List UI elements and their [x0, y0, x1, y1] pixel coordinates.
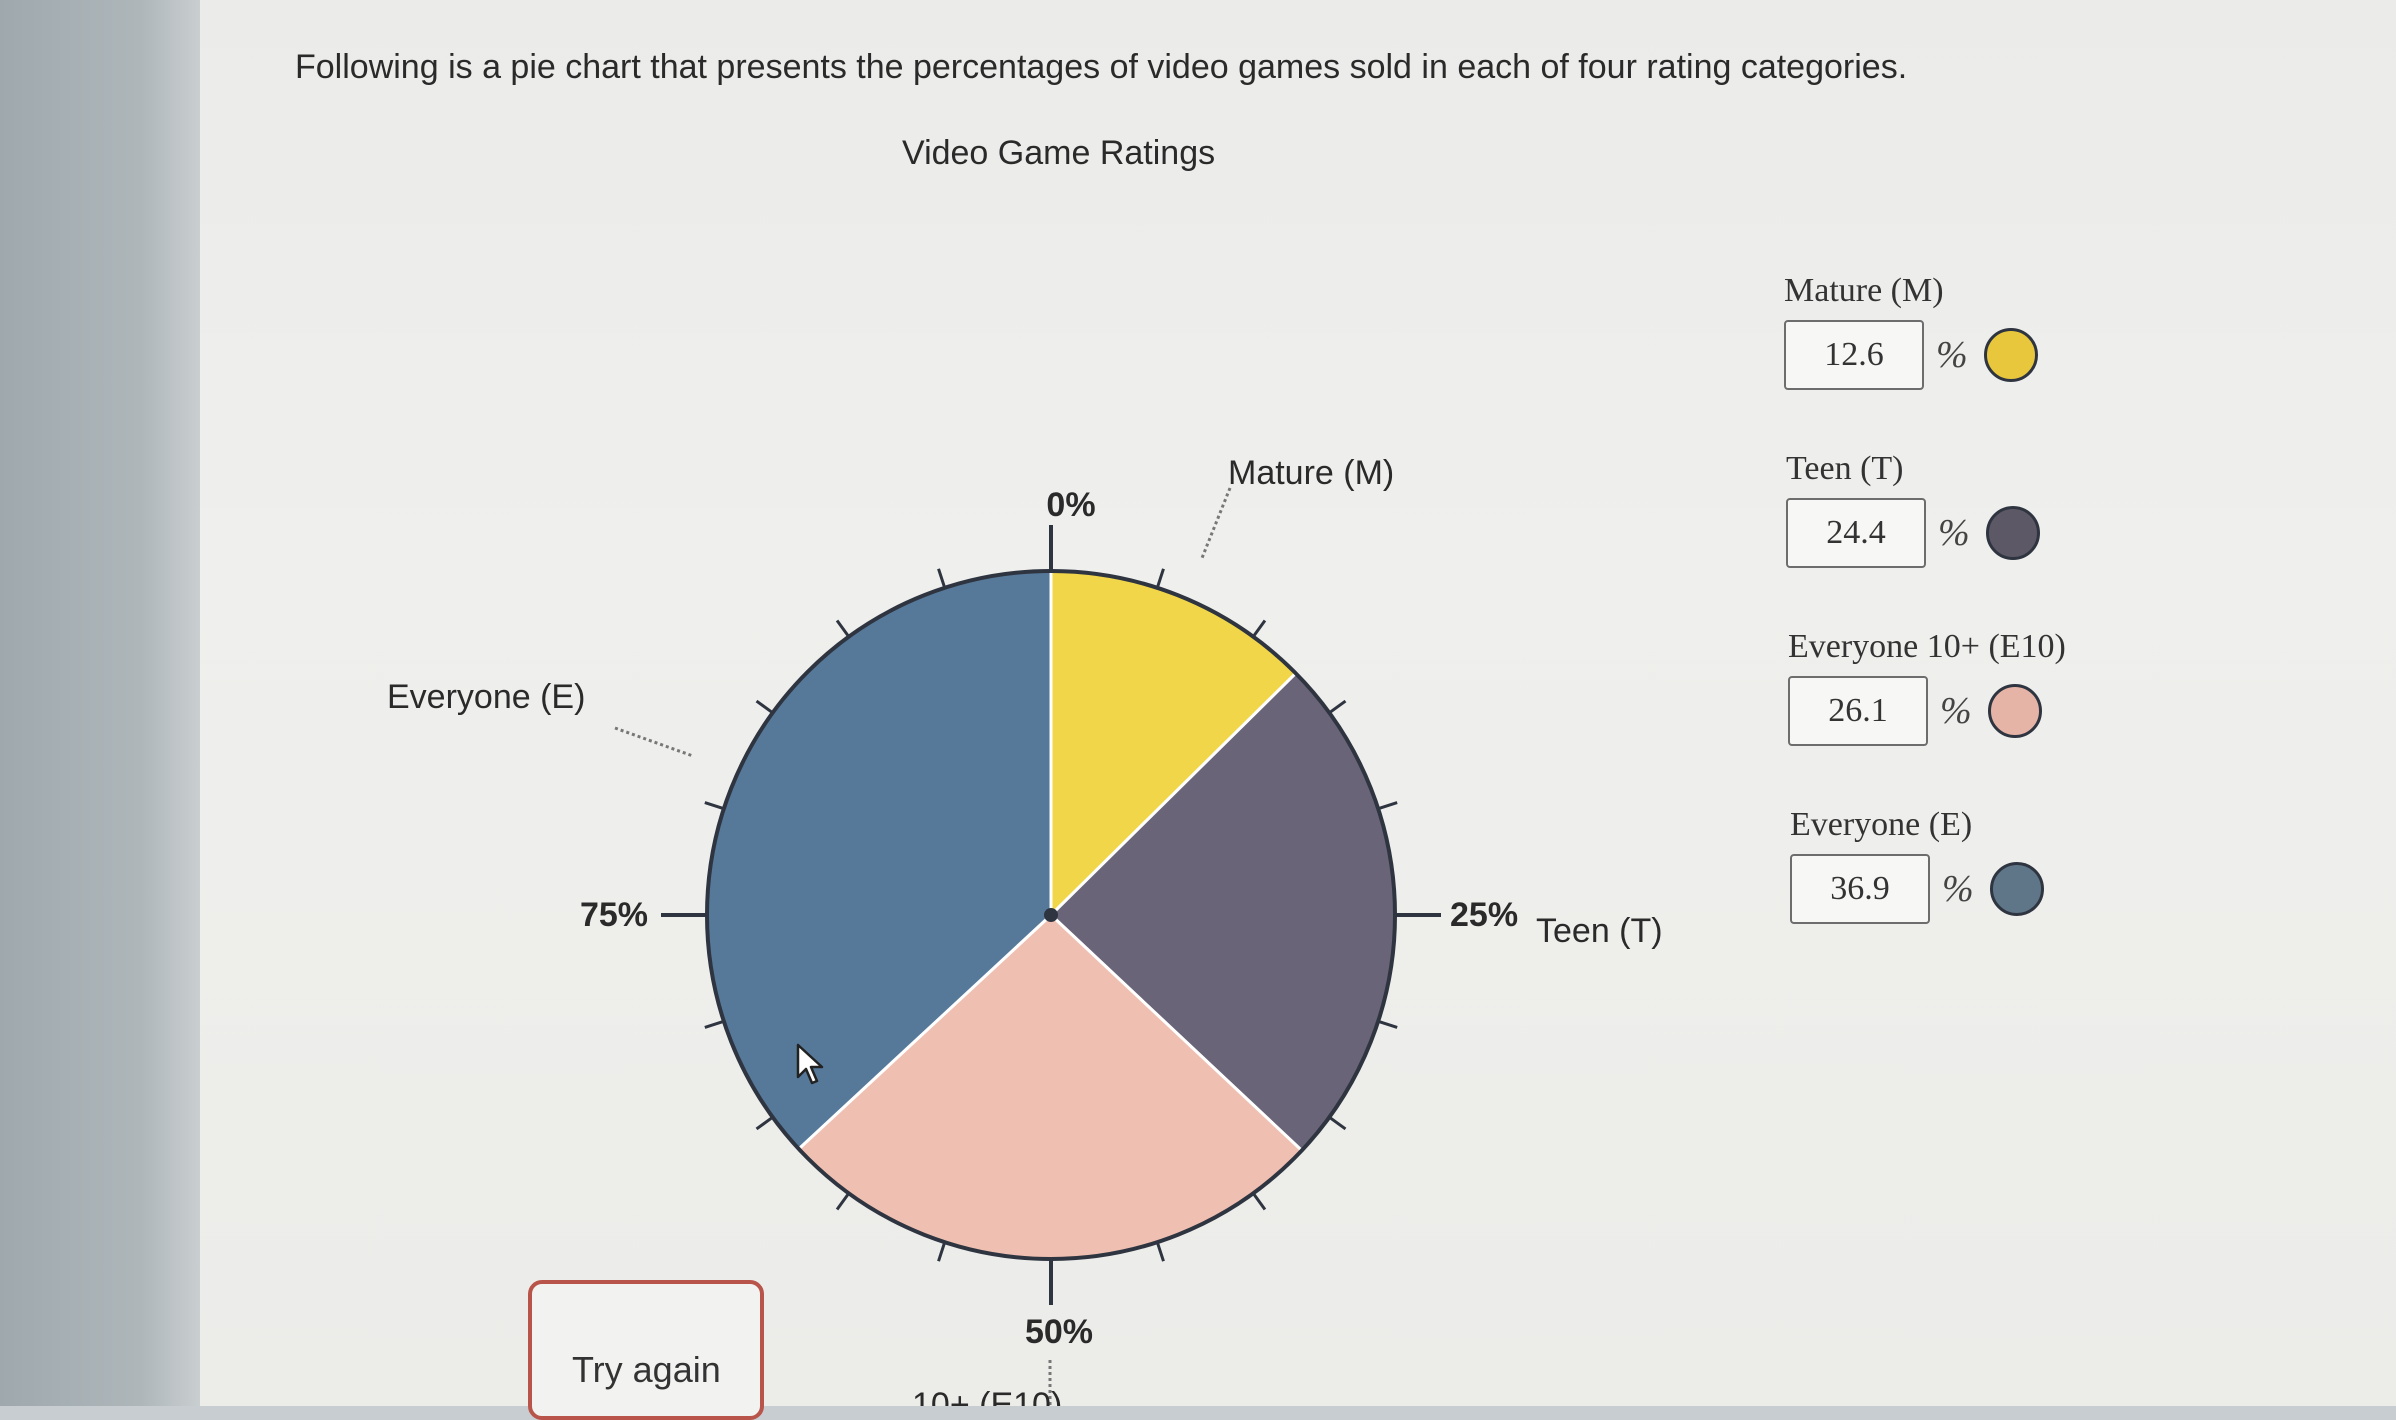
tick-mark — [1328, 699, 1347, 715]
tick-mark — [1251, 619, 1267, 638]
percent-sign: % — [1940, 690, 1972, 732]
tick-mark — [1155, 568, 1165, 589]
pie-label-e10: 10+ (E10) — [912, 1386, 1062, 1406]
legend-label-e10: Everyone 10+ (E10) — [1788, 628, 2066, 665]
question-text: Following is a pie chart that presents t… — [295, 48, 1908, 86]
everyone-color-swatch[interactable] — [1990, 862, 2044, 916]
percent-sign: % — [1942, 868, 1974, 910]
legend-row-mature: % — [1784, 320, 2038, 390]
scale-label-75: 75% — [580, 896, 648, 934]
tick-mark — [835, 619, 851, 638]
try-again-button[interactable]: Try again — [528, 1280, 764, 1420]
legend-item-teen: Teen (T) % — [1786, 450, 2040, 568]
tick-mark — [1377, 1019, 1398, 1029]
tick-mark — [1328, 1115, 1347, 1131]
scale-label-50: 50% — [1025, 1313, 1093, 1351]
pie-center-point — [1044, 908, 1058, 922]
pie-slices — [705, 569, 1397, 1261]
tick-mark — [704, 1019, 725, 1029]
tick-mark — [1155, 1241, 1165, 1262]
legend-row-teen: % — [1786, 498, 2040, 568]
e10-color-swatch[interactable] — [1988, 684, 2042, 738]
legend-item-mature: Mature (M) % — [1784, 272, 2038, 390]
legend-label-teen: Teen (T) — [1786, 450, 1904, 487]
mature-color-swatch[interactable] — [1984, 328, 2038, 382]
chart-title: Video Game Ratings — [902, 134, 1216, 172]
legend-item-e10: Everyone 10+ (E10) % — [1788, 628, 2066, 746]
tick-mark — [835, 1192, 851, 1211]
tick-mark — [1251, 1192, 1267, 1211]
mouse-cursor-icon — [796, 1043, 824, 1085]
pie-label-everyone: Everyone (E) — [387, 678, 585, 716]
pie-label-mature: Mature (M) — [1228, 454, 1394, 492]
legend-item-everyone: Everyone (E) % — [1790, 806, 2044, 924]
tick-mark — [755, 1115, 774, 1131]
everyone-percent-input[interactable] — [1790, 854, 1930, 924]
scale-label-0: 0% — [1046, 486, 1095, 524]
tick-mark — [937, 568, 947, 589]
legend-label-mature: Mature (M) — [1784, 272, 1944, 309]
legend-row-e10: % — [1788, 676, 2066, 746]
tick-mark — [937, 1241, 947, 1262]
tick-mark — [1377, 801, 1398, 811]
tick-mark — [755, 699, 774, 715]
legend-label-everyone: Everyone (E) — [1790, 806, 1973, 843]
pie-ticks — [661, 525, 1441, 1305]
percent-sign: % — [1938, 512, 1970, 554]
tick-mark — [704, 801, 725, 811]
scale-label-25: 25% — [1450, 896, 1518, 934]
e10-percent-input[interactable] — [1788, 676, 1928, 746]
teen-color-swatch[interactable] — [1986, 506, 2040, 560]
teen-percent-input[interactable] — [1786, 498, 1926, 568]
percent-sign: % — [1936, 334, 1968, 376]
pie-outline — [705, 569, 1397, 1261]
pie-label-teen: Teen (T) — [1536, 912, 1663, 950]
everyone-leader-line — [614, 726, 694, 758]
mature-percent-input[interactable] — [1784, 320, 1924, 390]
legend-row-everyone: % — [1790, 854, 2044, 924]
mature-leader-line — [1200, 487, 1232, 559]
